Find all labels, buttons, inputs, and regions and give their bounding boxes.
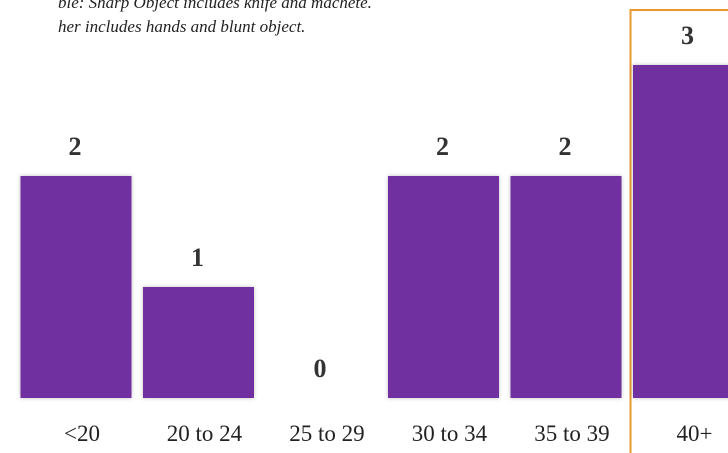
- x-tick-label-40: 40+: [677, 421, 713, 446]
- value-labels-group: 2 1 0 2 2 3: [69, 21, 695, 383]
- footnote-line-1: ble: Sharp Object includes knife and mac…: [58, 0, 372, 12]
- bar-20: [20, 176, 132, 398]
- value-label-20: 2: [69, 132, 82, 161]
- value-label-35-to-39: 2: [559, 132, 572, 161]
- bars-group: [20, 65, 728, 398]
- x-tick-labels-group: <20 20 to 24 25 to 29 30 to 34 35 to 39 40+: [64, 421, 712, 446]
- x-tick-label-35-to-39: 35 to 39: [534, 421, 609, 446]
- value-label-40: 3: [681, 21, 694, 50]
- highlight-frame: [629, 9, 728, 453]
- footnote-line-2: her includes hands and blunt object.: [58, 17, 306, 36]
- bar-30-to-34: [388, 176, 499, 398]
- value-label-25-to-29: 0: [314, 354, 327, 383]
- value-label-30-to-34: 2: [436, 132, 449, 161]
- x-tick-label-30-to-34: 30 to 34: [412, 421, 488, 446]
- bar-20-to-24: [143, 287, 254, 398]
- value-label-20-to-24: 1: [191, 243, 204, 272]
- bar-40: [633, 65, 728, 398]
- bar-35-to-39: [510, 176, 622, 398]
- x-tick-label-25-to-29: 25 to 29: [289, 421, 364, 446]
- x-tick-label-20: <20: [64, 421, 100, 446]
- x-tick-label-20-to-24: 20 to 24: [167, 421, 243, 446]
